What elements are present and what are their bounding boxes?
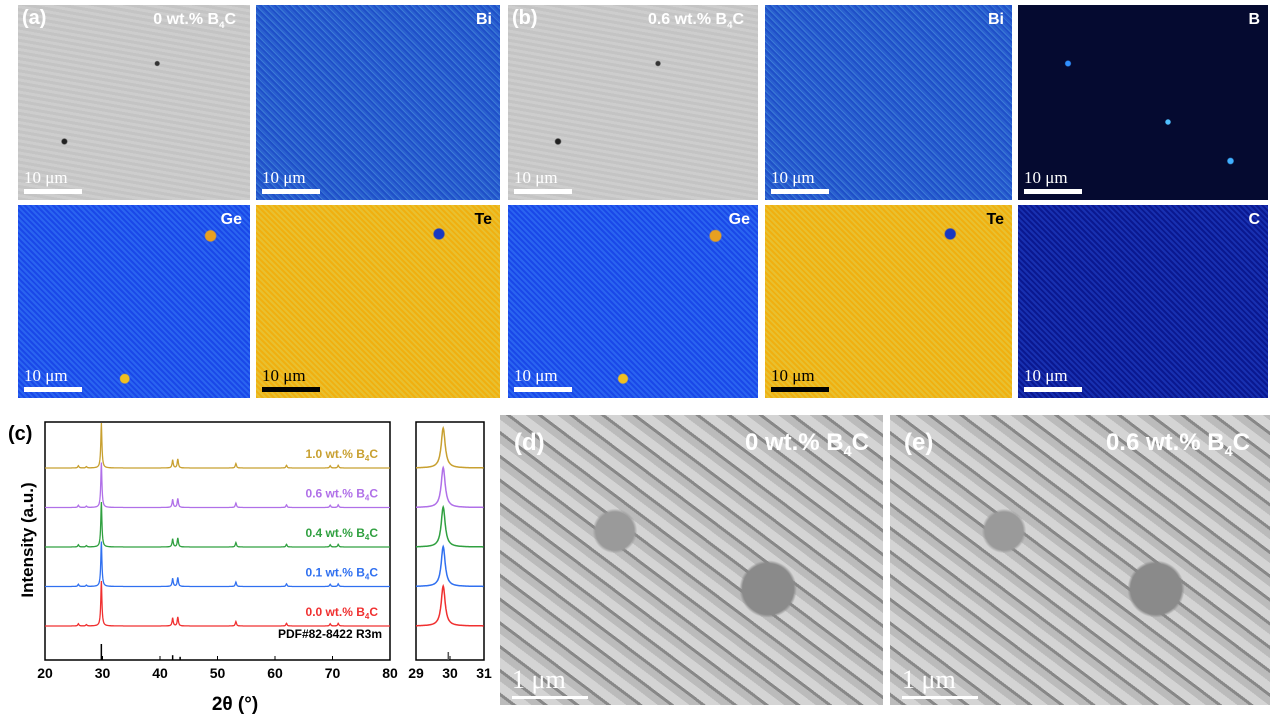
panel-b-bse: (b) 0.6 wt.% B4C 10 μm	[508, 5, 758, 200]
panel-title: 0 wt.% B4C	[153, 11, 236, 32]
scale-bar: 10 μm	[514, 366, 572, 392]
xrd-series-line	[45, 580, 390, 627]
xrd-chart: (c) Intensity (a.u.) 2θ (°) 20 30 40 50 60 70…	[8, 421, 492, 715]
x-tick-label: 40	[152, 665, 168, 681]
scale-bar: 10 μm	[771, 366, 829, 392]
x-tick-label: 30	[95, 665, 111, 681]
scale-bar: 10 μm	[262, 168, 320, 194]
xrd-series-line	[45, 541, 390, 588]
scale-bar: 10 μm	[514, 168, 572, 194]
scale-bar: 10 μm	[24, 168, 82, 194]
panel-a-bi-map: Bi 10 μm	[256, 5, 500, 200]
panel-title: 0 wt.% B4C	[744, 429, 869, 460]
inset-frame	[415, 421, 485, 661]
scale-bar: 10 μm	[771, 168, 829, 194]
panel-label: (e)	[904, 429, 934, 456]
panel-b-bi-map: Bi 10 μm	[765, 5, 1012, 200]
scale-bar: 10 μm	[1024, 168, 1082, 194]
inset-x-tick-label: 30	[442, 665, 458, 681]
inset-series-line	[416, 583, 484, 627]
xrd-series-line	[45, 501, 390, 548]
element-label: Bi	[988, 11, 1004, 28]
panel-a-ge-map: Ge 10 μm	[18, 205, 250, 398]
xrd-series-line	[45, 462, 390, 509]
scale-bar: 1 μm	[512, 665, 588, 699]
x-tick-label: 20	[37, 665, 53, 681]
element-label: C	[1248, 211, 1260, 228]
element-label: Te	[986, 211, 1004, 228]
series-label: 0.4 wt.% B4C	[306, 526, 379, 542]
panel-b-c-map: C 10 μm	[1018, 205, 1268, 398]
panel-b-b-map: B 10 μm	[1018, 5, 1268, 200]
scale-bar: 10 μm	[24, 366, 82, 392]
y-axis-label: Intensity (a.u.)	[18, 482, 37, 597]
inset-x-tick-label: 31	[476, 665, 492, 681]
scale-bar: 10 μm	[1024, 366, 1082, 392]
element-label: B	[1248, 11, 1260, 28]
series-label: 1.0 wt.% B4C	[306, 447, 379, 463]
panel-d-sem: (d) 0 wt.% B4C 1 μm	[500, 415, 883, 705]
element-label: Te	[474, 211, 492, 228]
x-tick-label: 50	[210, 665, 226, 681]
inset-series-line	[416, 465, 484, 509]
xrd-series-line	[45, 422, 390, 469]
panel-label: (a)	[22, 7, 47, 29]
reference-label: PDF#82-8422 R3m	[278, 627, 382, 641]
element-label: Ge	[220, 211, 242, 228]
panel-label: (b)	[512, 7, 538, 29]
x-tick-label: 70	[325, 665, 341, 681]
inset-x-tick-label: 29	[408, 665, 424, 681]
inset-series-line	[416, 504, 484, 548]
x-tick-label: 80	[382, 665, 398, 681]
panel-a-bse: (a) 0 wt.% B4C 10 μm	[18, 5, 250, 200]
panel-e-sem: (e) 0.6 wt.% B4C 1 μm	[890, 415, 1270, 705]
panel-label: (d)	[514, 429, 545, 456]
panel-a-te-map: Te 10 μm	[256, 205, 500, 398]
x-axis-label: 2θ (°)	[212, 694, 258, 715]
panel-label: (c)	[8, 423, 32, 445]
panel-title: 0.6 wt.% B4C	[647, 11, 744, 32]
series-label: 0.1 wt.% B4C	[306, 566, 379, 582]
scale-bar: 10 μm	[262, 366, 320, 392]
series-label: 0.6 wt.% B4C	[306, 487, 379, 503]
series-label: 0.0 wt.% B4C	[306, 605, 379, 621]
x-tick-label: 60	[267, 665, 283, 681]
element-label: Bi	[476, 11, 492, 28]
scale-bar: 1 μm	[902, 665, 978, 699]
panel-b-ge-map: Ge 10 μm	[508, 205, 758, 398]
inset-series-line	[416, 544, 484, 588]
panel-b-te-map: Te 10 μm	[765, 205, 1012, 398]
element-label: Ge	[728, 211, 750, 228]
panel-title: 0.6 wt.% B4C	[1105, 429, 1250, 460]
inset-series-line	[416, 425, 484, 469]
